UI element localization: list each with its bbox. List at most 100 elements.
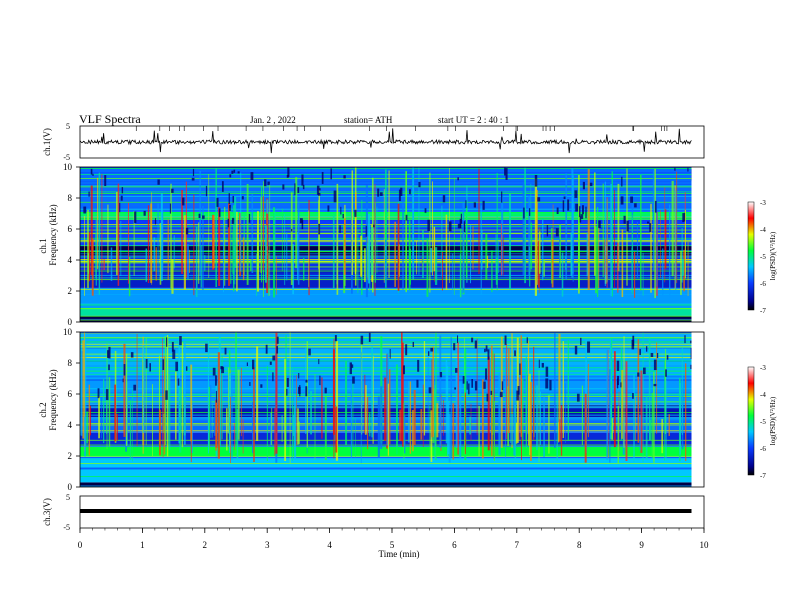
- ch1-spectrogram-impulse: [480, 205, 482, 295]
- x-axis-tick-label: 1: [140, 540, 145, 550]
- ch1-spectrogram-speckle: [191, 177, 195, 181]
- ch1-spectrogram-impulse: [500, 223, 502, 276]
- ch2-spectrogram-speckle: [417, 359, 420, 372]
- ch1-spectrogram-impulse: [552, 204, 554, 279]
- ch2-spectrogram-impulse: [510, 364, 512, 444]
- ch2-spectrogram-hline: [80, 375, 692, 377]
- ch1-spectrogram-impulse: [161, 210, 164, 272]
- ch2-spectrogram-impulse: [158, 409, 162, 456]
- ch1-spectrogram-impulse: [486, 255, 489, 269]
- ch2-spectrogram-hline: [80, 468, 692, 470]
- ch1-spectrogram-impulse: [128, 256, 131, 297]
- ch1-spectrogram-ytick-label: 2: [68, 286, 73, 296]
- ch2-spectrogram-impulse: [469, 416, 472, 435]
- ch2-spectrogram-impulse: [285, 357, 286, 446]
- ch2-spectrogram-impulse: [399, 409, 402, 441]
- ch1-spectrogram-impulse: [597, 206, 599, 298]
- ch2-spectrogram-impulse: [606, 349, 608, 460]
- ch2-spectrogram-hline: [80, 456, 692, 458]
- ch2-spectrogram-speckle: [455, 367, 458, 373]
- ch1-spectrogram-speckle: [154, 218, 156, 225]
- ch2-spectrogram-speckle: [349, 362, 352, 375]
- ch2-spectrogram-impulse: [163, 355, 166, 455]
- ch2-spectrogram-impulse: [635, 396, 636, 442]
- ch2-spectrogram-impulse: [242, 418, 244, 454]
- ch2-spectrogram-impulse: [387, 383, 390, 456]
- ch1-spectrogram-speckle: [327, 205, 330, 212]
- ch1-spectrogram-impulse: [538, 240, 540, 288]
- ch2-spectrogram-hline: [80, 370, 692, 372]
- ch2-colorbar-tick-label: -6: [760, 445, 766, 453]
- ch1-spectrogram-speckle: [418, 181, 421, 188]
- ch2-spectrogram-impulse: [372, 356, 374, 444]
- ch2-spectrogram-speckle: [412, 341, 415, 348]
- ch2-spectrogram-speckle: [453, 343, 456, 351]
- ch2-spectrogram-impulse: [266, 365, 268, 461]
- ch1-spectrogram-impulse: [212, 215, 215, 269]
- ch1-spectrogram-impulse: [631, 247, 633, 292]
- ch2-spectrogram-impulse: [607, 349, 609, 459]
- ch1-spectrogram-impulse: [292, 244, 295, 295]
- ch1-spectrogram-impulse: [640, 174, 642, 291]
- ch1-spectrogram-speckle: [169, 203, 172, 214]
- ch1-spectrogram-speckle: [409, 189, 411, 195]
- ch1-spectrogram-impulse: [256, 211, 260, 292]
- ch1-spectrogram-impulse: [522, 183, 525, 276]
- ch2-spectrogram-speckle: [549, 379, 552, 391]
- ch2-spectrogram-no-data-strip: [691, 332, 704, 487]
- ch1-spectrogram-impulse: [524, 167, 526, 284]
- ch1-spectrogram-impulse: [664, 187, 666, 283]
- ch1-spectrogram-ytick-label: 6: [68, 224, 73, 234]
- ch2-spectrogram-impulse: [511, 333, 513, 448]
- ch1-spectrogram-speckle: [574, 190, 578, 198]
- ch1-spectrogram-impulse: [565, 173, 568, 280]
- ch2-spectrogram-impulse: [525, 356, 527, 449]
- ch1-spectrogram-impulse: [127, 202, 129, 284]
- ch2-spectrogram-speckle: [516, 390, 519, 401]
- ch2-spectrogram-hline: [80, 463, 692, 465]
- ch1-spectrogram-speckle: [575, 203, 579, 212]
- ch2-spectrogram-impulse: [587, 364, 589, 438]
- ch1-spectrogram-impulse: [272, 207, 276, 298]
- ch2-spectrogram-impulse: [494, 401, 495, 462]
- ch1-spectrogram-speckle: [398, 189, 401, 201]
- ch2-spectrogram-impulse: [639, 415, 641, 451]
- ch1-spectrogram-impulse: [530, 222, 533, 270]
- ch1-colorbar-tick-label: -7: [760, 307, 766, 315]
- ch1-spectrogram-impulse: [303, 257, 305, 281]
- ch2-spectrogram-impulse: [275, 332, 278, 454]
- ch1-spectrogram-speckle: [330, 168, 332, 180]
- ch1-spectrogram-speckle: [229, 174, 232, 178]
- ch2-spectrogram-impulse: [548, 395, 550, 454]
- ch1-spectrogram-ytick-label: 4: [68, 255, 73, 265]
- ch2-spectrogram-speckle: [517, 386, 520, 395]
- ch1-spectrogram-impulse: [530, 183, 532, 272]
- ch1-spectrogram-speckle: [92, 173, 94, 176]
- ch2-spectrogram-impulse: [252, 401, 254, 454]
- ch2-spectrogram-impulse: [291, 368, 293, 461]
- ch2-spectrogram-impulse: [332, 349, 336, 435]
- ch1-waveform-ylabel: ch.1(V): [42, 128, 52, 156]
- ch2-spectrogram-impulse: [507, 348, 510, 434]
- ch1-spectrogram-impulse: [91, 238, 94, 296]
- ch1-spectrogram-speckle: [598, 220, 601, 228]
- ch2-spectrogram-speckle: [149, 363, 151, 372]
- ch2-spectrogram-impulse: [132, 389, 133, 462]
- ch2-spectrogram-impulse: [625, 361, 628, 461]
- ch1-spectrogram-ytick-label: 0: [68, 317, 73, 327]
- ch2-colorbar-label: log(PSD)(V²/Hz): [769, 396, 777, 445]
- ch2-spectrogram-speckle: [468, 383, 470, 395]
- ch2-spectrogram-speckle: [545, 366, 549, 377]
- ch1-spectrogram-speckle: [630, 196, 634, 203]
- ch2-spectrogram-impulse: [231, 374, 233, 460]
- ch2-spectrogram-impulse: [609, 369, 611, 463]
- ch1-spectrogram-impulse: [365, 185, 368, 298]
- ch2-spectrogram-impulse: [321, 377, 323, 439]
- ch1-spectrogram-speckle: [424, 208, 427, 213]
- ch1-spectrogram-impulse: [397, 203, 400, 291]
- ch1-spectrogram-impulse: [218, 207, 221, 287]
- ch1-spectrogram-impulse: [318, 200, 319, 270]
- ch1-spectrogram-speckle: [300, 218, 303, 224]
- ch3-waveform-ytick-bottom: -5: [63, 523, 70, 532]
